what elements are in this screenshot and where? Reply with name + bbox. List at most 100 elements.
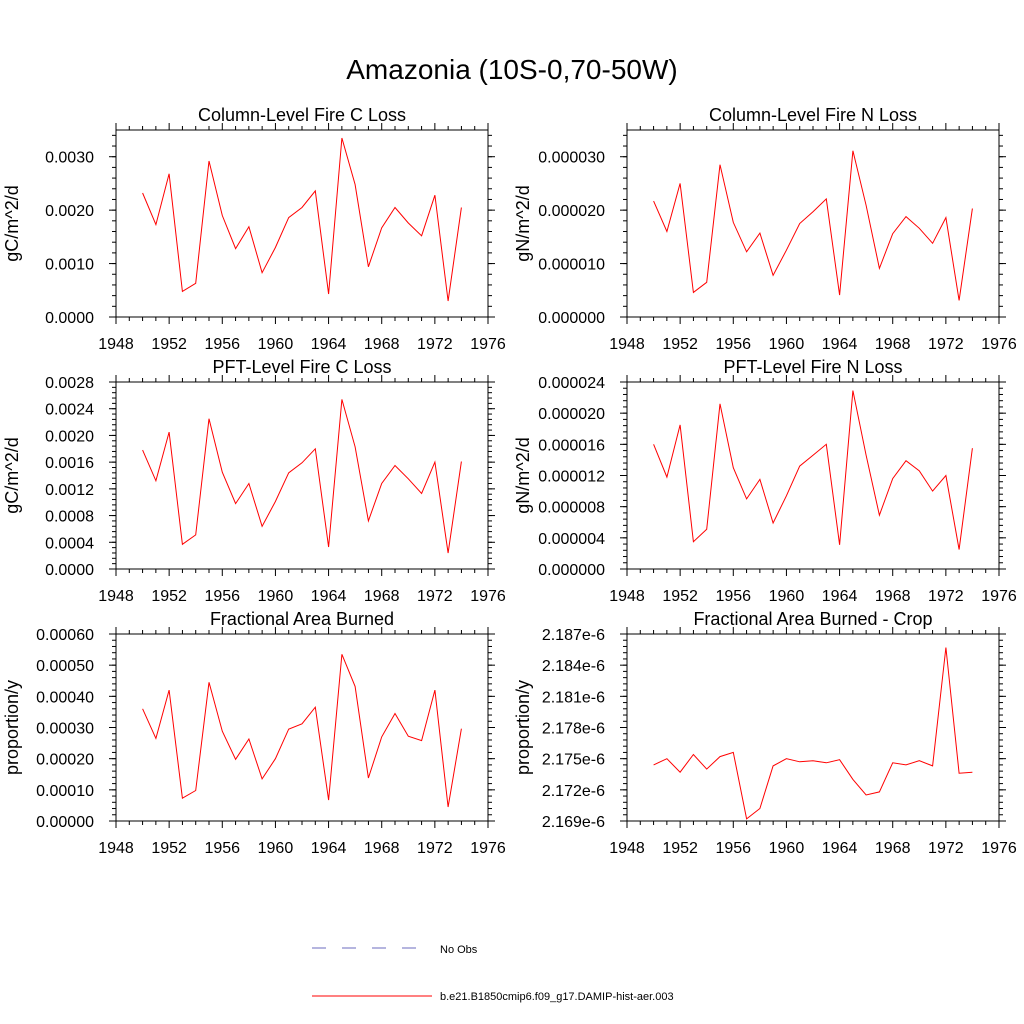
x-tick-label: 1976 bbox=[981, 588, 1017, 605]
panel-title: PFT-Level Fire C Loss bbox=[212, 357, 391, 377]
x-tick-label: 1952 bbox=[662, 588, 698, 605]
y-tick-label: 0.000000 bbox=[538, 310, 605, 327]
y-tick-label: 2.169e-6 bbox=[542, 814, 605, 831]
y-axis-label: proportion/y bbox=[2, 680, 22, 775]
x-tick-label: 1964 bbox=[822, 588, 858, 605]
x-tick-label: 1968 bbox=[875, 588, 911, 605]
x-tick-label: 1956 bbox=[715, 336, 751, 353]
y-tick-label: 2.178e-6 bbox=[542, 721, 605, 738]
x-tick-label: 1976 bbox=[470, 840, 506, 857]
x-tick-label: 1952 bbox=[151, 840, 187, 857]
series-line bbox=[142, 399, 462, 554]
chart-panel-1: 1948 1952 1956 1960 1964 1968 1972 1976 0.0000 0.… bbox=[2, 105, 506, 353]
y-axis-label: gN/m^2/d bbox=[513, 185, 533, 261]
legend: No Obs b.e21.B1850cmip6.f09_g17.DAMIP-hi… bbox=[312, 944, 674, 1003]
x-tick-label: 1952 bbox=[151, 336, 187, 353]
y-tick-label: 0.0008 bbox=[45, 509, 94, 526]
x-tick-label: 1964 bbox=[311, 336, 347, 353]
x-tick-label: 1968 bbox=[364, 336, 400, 353]
x-tick-label: 1956 bbox=[204, 588, 240, 605]
plot-frame bbox=[626, 381, 1000, 570]
series-line bbox=[653, 390, 973, 550]
panel-title: Column-Level Fire C Loss bbox=[198, 105, 406, 125]
y-tick-label: 0.000004 bbox=[538, 531, 605, 548]
x-tick-label: 1972 bbox=[417, 336, 453, 353]
y-tick-label: 0.00020 bbox=[36, 752, 94, 769]
chart-panel-5: 1948 1952 1956 1960 1964 1968 1972 1976 0.00000 0… bbox=[2, 609, 506, 857]
chart-panel-4: 1948 1952 1956 1960 1964 1968 1972 1976 0.000000… bbox=[513, 357, 1017, 605]
x-tick-label: 1960 bbox=[769, 588, 805, 605]
x-tick-label: 1956 bbox=[715, 840, 751, 857]
plot-frame bbox=[115, 633, 489, 822]
x-tick-label: 1948 bbox=[609, 588, 645, 605]
y-tick-label: 0.0000 bbox=[45, 562, 94, 579]
chart-panels: 1948 1952 1956 1960 1964 1968 1972 1976 0.0000 0.… bbox=[2, 105, 1017, 857]
y-tick-label: 2.187e-6 bbox=[542, 627, 605, 644]
x-tick-label: 1952 bbox=[662, 336, 698, 353]
x-tick-label: 1972 bbox=[928, 588, 964, 605]
legend-obs-label: No Obs bbox=[440, 944, 478, 956]
x-tick-label: 1964 bbox=[822, 840, 858, 857]
y-tick-label: 0.000016 bbox=[538, 437, 605, 454]
x-tick-label: 1960 bbox=[258, 588, 294, 605]
y-tick-label: 0.0000 bbox=[45, 310, 94, 327]
y-tick-label: 0.00040 bbox=[36, 689, 94, 706]
y-tick-label: 0.0020 bbox=[45, 428, 94, 445]
y-tick-label: 2.172e-6 bbox=[542, 783, 605, 800]
x-tick-label: 1960 bbox=[258, 840, 294, 857]
legend-model-label: b.e21.B1850cmip6.f09_g17.DAMIP-hist-aer.… bbox=[440, 991, 674, 1003]
panel-title: Fractional Area Burned - Crop bbox=[693, 609, 932, 629]
page-title: Amazonia (10S-0,70-50W) bbox=[346, 54, 678, 85]
plot-frame bbox=[115, 129, 489, 318]
y-tick-label: 0.0020 bbox=[45, 203, 94, 220]
y-axis-label: gN/m^2/d bbox=[513, 437, 533, 513]
series-line bbox=[653, 647, 973, 820]
y-tick-label: 0.0016 bbox=[45, 455, 94, 472]
y-tick-label: 0.0030 bbox=[45, 150, 94, 167]
x-tick-label: 1948 bbox=[609, 840, 645, 857]
x-tick-label: 1948 bbox=[98, 588, 134, 605]
y-tick-label: 0.00030 bbox=[36, 721, 94, 738]
x-tick-label: 1960 bbox=[258, 336, 294, 353]
y-axis-label: gC/m^2/d bbox=[2, 185, 22, 261]
y-axis-label: gC/m^2/d bbox=[2, 437, 22, 513]
x-tick-label: 1964 bbox=[311, 588, 347, 605]
x-tick-label: 1968 bbox=[364, 588, 400, 605]
series-line bbox=[653, 150, 973, 301]
x-tick-label: 1976 bbox=[981, 336, 1017, 353]
y-tick-label: 2.184e-6 bbox=[542, 658, 605, 675]
y-tick-label: 0.00050 bbox=[36, 658, 94, 675]
panel-title: Column-Level Fire N Loss bbox=[709, 105, 917, 125]
y-tick-label: 0.0012 bbox=[45, 482, 94, 499]
plot-frame bbox=[626, 633, 1000, 822]
y-tick-label: 2.175e-6 bbox=[542, 752, 605, 769]
y-tick-label: 0.000020 bbox=[538, 406, 605, 423]
x-tick-label: 1972 bbox=[928, 840, 964, 857]
x-tick-label: 1956 bbox=[715, 588, 751, 605]
x-tick-label: 1964 bbox=[311, 840, 347, 857]
y-tick-label: 0.000020 bbox=[538, 203, 605, 220]
y-tick-label: 0.000030 bbox=[538, 150, 605, 167]
panel-title: Fractional Area Burned bbox=[210, 609, 394, 629]
x-tick-label: 1956 bbox=[204, 840, 240, 857]
x-tick-label: 1964 bbox=[822, 336, 858, 353]
x-tick-label: 1960 bbox=[769, 840, 805, 857]
y-tick-label: 0.0028 bbox=[45, 375, 94, 392]
x-tick-label: 1952 bbox=[151, 588, 187, 605]
x-tick-label: 1976 bbox=[470, 588, 506, 605]
y-tick-label: 0.00060 bbox=[36, 627, 94, 644]
y-tick-label: 2.181e-6 bbox=[542, 689, 605, 706]
x-tick-label: 1956 bbox=[204, 336, 240, 353]
chart-panel-6: 1948 1952 1956 1960 1964 1968 1972 1976 2.169e-6… bbox=[513, 609, 1017, 857]
chart-panel-2: 1948 1952 1956 1960 1964 1968 1972 1976 0.000000… bbox=[513, 105, 1017, 353]
y-tick-label: 0.000010 bbox=[538, 257, 605, 274]
series-line bbox=[142, 137, 462, 302]
x-tick-label: 1972 bbox=[417, 588, 453, 605]
x-tick-label: 1948 bbox=[609, 336, 645, 353]
chart-panel-3: 1948 1952 1956 1960 1964 1968 1972 1976 0.0000 0.… bbox=[2, 357, 506, 605]
x-tick-label: 1972 bbox=[928, 336, 964, 353]
y-axis-label: proportion/y bbox=[513, 680, 533, 775]
x-tick-label: 1948 bbox=[98, 336, 134, 353]
y-tick-label: 0.000000 bbox=[538, 562, 605, 579]
